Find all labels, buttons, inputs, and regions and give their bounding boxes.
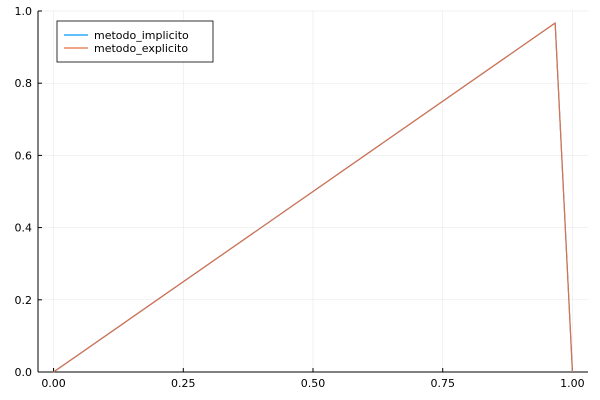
legend-label: metodo_explicito [94, 42, 188, 55]
legend-box [56, 20, 214, 63]
x-tick-labels: 0.00 0.25 0.50 0.75 1.00 [41, 377, 584, 390]
y-tick-label: 0.4 [15, 222, 33, 235]
y-tick-labels: 0.0 0.2 0.4 0.6 0.8 1.0 [15, 5, 33, 379]
y-tick-label: 0.2 [15, 294, 33, 307]
y-tick-label: 0.6 [15, 149, 33, 162]
x-tick-label: 0.75 [430, 377, 455, 390]
series-line-metodo_explicito [53, 22, 574, 373]
x-tick-label: 0.25 [171, 377, 196, 390]
y-tick-label: 0.0 [15, 366, 33, 379]
x-tick-label: 0.00 [41, 377, 66, 390]
x-tick-label: 0.50 [301, 377, 326, 390]
x-tick-label: 1.00 [560, 377, 585, 390]
legend-label: metodo_implicito [94, 29, 189, 42]
series-lines [53, 22, 574, 373]
y-tick-label: 1.0 [15, 5, 33, 18]
y-tick-label: 0.8 [15, 77, 33, 90]
